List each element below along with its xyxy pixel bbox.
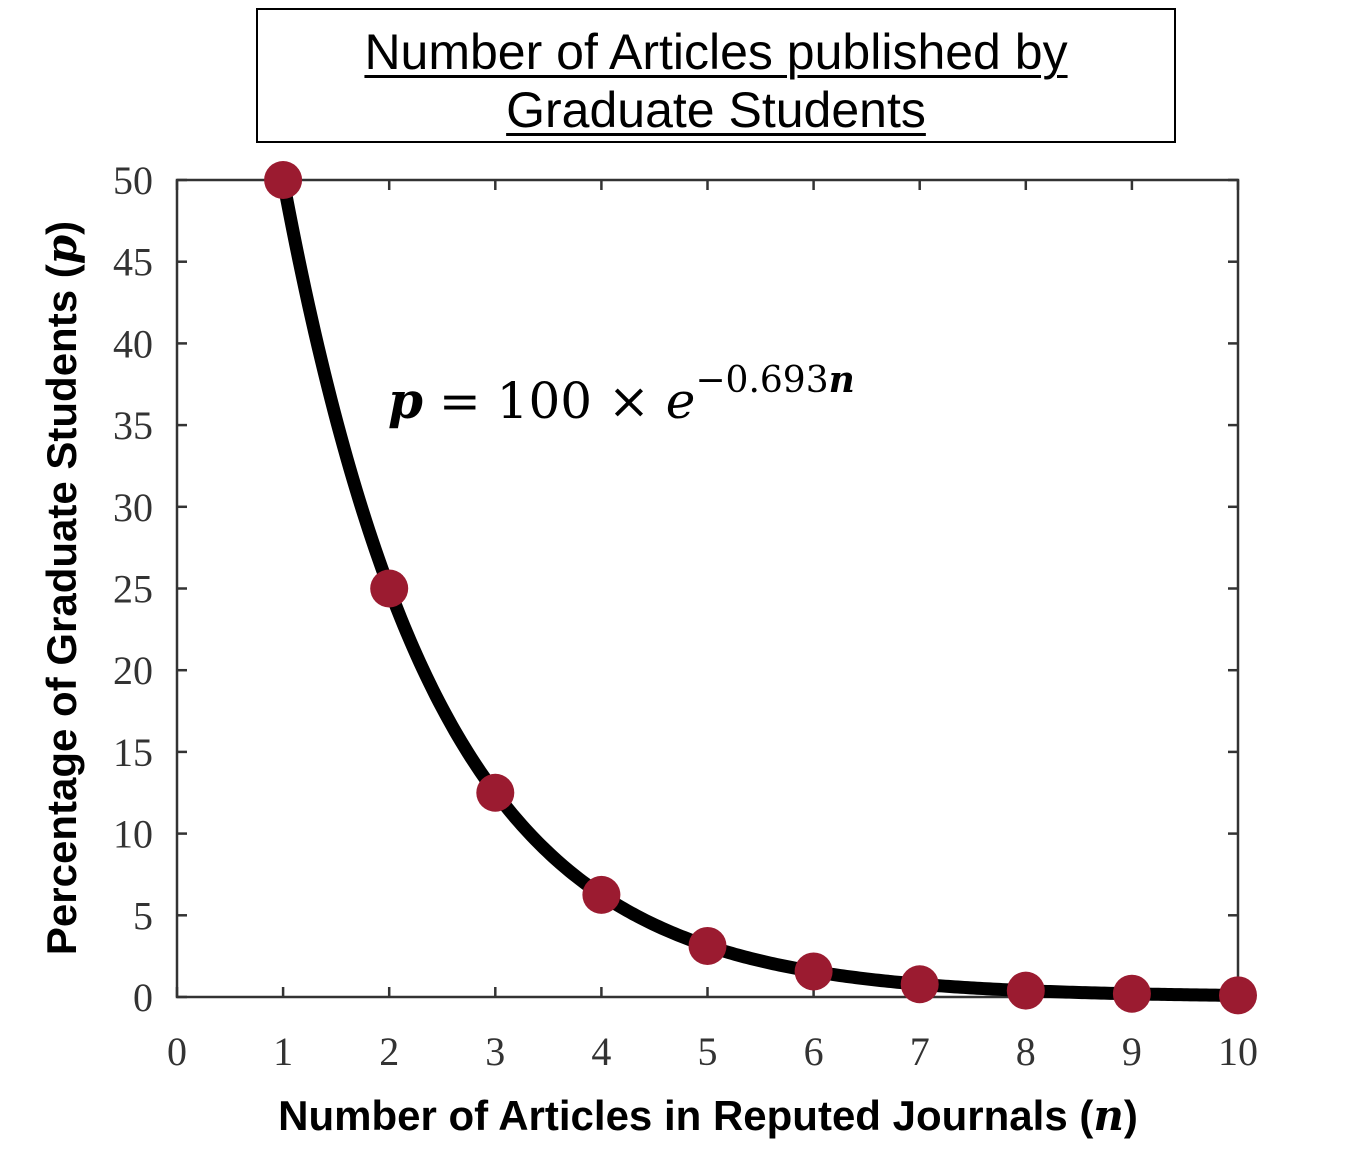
x-tick-label: 2 <box>379 1029 399 1074</box>
plot-curve <box>276 173 1245 1002</box>
x-tick-label: 6 <box>804 1029 824 1074</box>
y-tick-label: 20 <box>113 648 153 693</box>
data-point <box>688 926 727 965</box>
data-point <box>264 161 303 199</box>
y-tick-label: 10 <box>113 812 153 857</box>
chart-title-line-1: Number of Articles published by <box>364 24 1068 80</box>
equation-mid: = 100 × <box>423 372 666 430</box>
equation-base: e <box>666 372 696 430</box>
y-tick-label: 25 <box>113 567 153 612</box>
x-tick-label: 7 <box>910 1029 930 1074</box>
equation-exponent-var: n <box>829 359 855 401</box>
axes-frame <box>175 178 1240 999</box>
data-point <box>794 952 833 991</box>
data-point <box>370 569 409 608</box>
y-ticks: 0 5 10 15 20 25 30 35 40 45 50 <box>113 158 1238 1020</box>
x-tick-label: 9 <box>1122 1029 1142 1074</box>
plot-points <box>264 161 1257 1015</box>
x-axis-label: Number of Articles in Reputed Journals <box>278 1092 1068 1139</box>
y-tick-label: 50 <box>113 158 153 203</box>
data-point <box>476 773 515 812</box>
x-tick-label: 4 <box>591 1029 611 1074</box>
y-axis-variable: p <box>37 235 86 264</box>
equation-label: p = 100 × e−0.693n <box>388 359 855 430</box>
x-tick-label: 0 <box>167 1029 187 1074</box>
data-point <box>582 875 621 914</box>
x-tick-label: 8 <box>1016 1029 1036 1074</box>
data-point <box>1006 971 1045 1010</box>
equation-exponent-coef: −0.693 <box>695 360 828 401</box>
y-tick-label: 40 <box>113 321 153 366</box>
y-tick-label: 35 <box>113 403 153 448</box>
x-axis-title: Number of Articles in Reputed Journals (… <box>278 1091 1138 1140</box>
chart-title-line-2: Graduate Students <box>506 82 926 138</box>
y-tick-label: 15 <box>113 730 153 775</box>
data-point <box>900 965 939 1004</box>
plot-area-border <box>175 178 1240 999</box>
y-axis-title: Percentage of Graduate Students (p) <box>37 221 86 955</box>
chart-title-box: Number of Articles published by Graduate… <box>256 8 1176 143</box>
x-tick-label: 3 <box>485 1029 505 1074</box>
x-tick-label: 1 <box>273 1029 293 1074</box>
equation-lhs: p <box>388 371 423 430</box>
y-tick-label: 0 <box>133 975 153 1020</box>
x-tick-label: 5 <box>698 1029 718 1074</box>
x-tick-label: 10 <box>1218 1029 1258 1074</box>
x-axis-variable: n <box>1093 1091 1124 1140</box>
x-ticks: 0 1 2 3 4 5 6 7 8 9 10 <box>167 180 1258 1074</box>
y-tick-label: 30 <box>113 485 153 530</box>
y-tick-label: 45 <box>113 240 153 285</box>
data-point <box>1112 974 1151 1013</box>
y-tick-label: 5 <box>133 893 153 938</box>
y-axis-label: Percentage of Graduate Students <box>38 290 85 955</box>
data-point <box>1219 976 1257 1015</box>
fit-curve-line <box>276 173 1245 1002</box>
